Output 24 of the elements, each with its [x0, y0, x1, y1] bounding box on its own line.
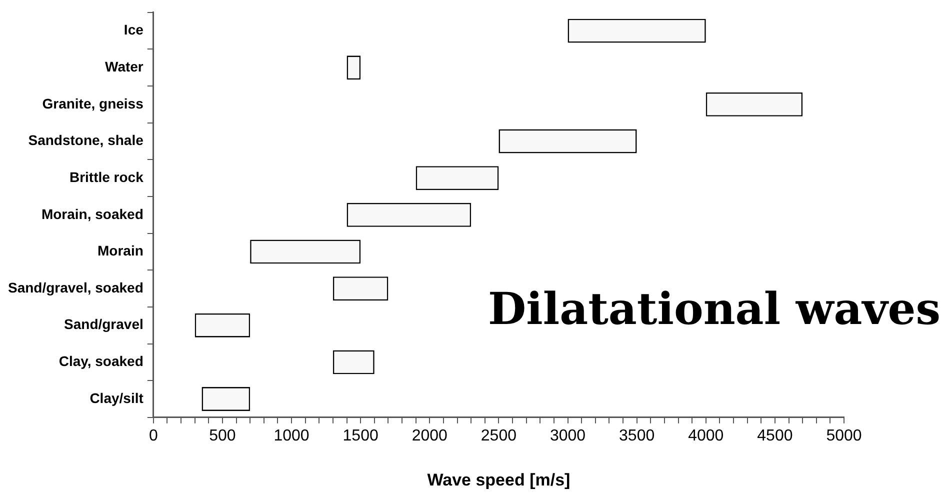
y-tick-label: Clay, soaked — [58, 353, 144, 370]
y-tick-label: Water — [105, 58, 144, 74]
x-tick-label: 1500 — [342, 427, 378, 444]
x-tick-label: 500 — [209, 427, 236, 444]
y-tick-label: Morain — [98, 242, 144, 259]
x-tick-label: 3500 — [619, 427, 655, 444]
x-tick-label: 1000 — [274, 427, 310, 444]
x-tick-label: 4500 — [757, 427, 793, 444]
y-tick-label: Sand/gravel — [64, 316, 144, 332]
y-tick-label: Sandstone, shale — [28, 132, 144, 148]
x-axis-title: Wave speed [m/s] — [427, 470, 570, 490]
x-tick-label: 2000 — [412, 427, 448, 444]
y-tick-label: Sand/gravel, soaked — [8, 279, 144, 296]
x-tick-label: 5000 — [826, 427, 862, 444]
x-tick-label: 4000 — [688, 427, 724, 444]
y-tick-label: Ice — [124, 22, 144, 38]
y-tick-label: Morain, soaked — [41, 206, 144, 222]
annotation: Dilatational waves — [488, 284, 941, 335]
x-tick-label: 2500 — [480, 427, 517, 444]
y-tick-label: Brittle rock — [69, 168, 144, 185]
x-tick-label: 0 — [148, 427, 158, 444]
y-tick-label: Granite, gneiss — [42, 95, 144, 112]
y-tick-label: Clay/silt — [90, 390, 144, 406]
x-tick-label: 3000 — [550, 427, 586, 444]
